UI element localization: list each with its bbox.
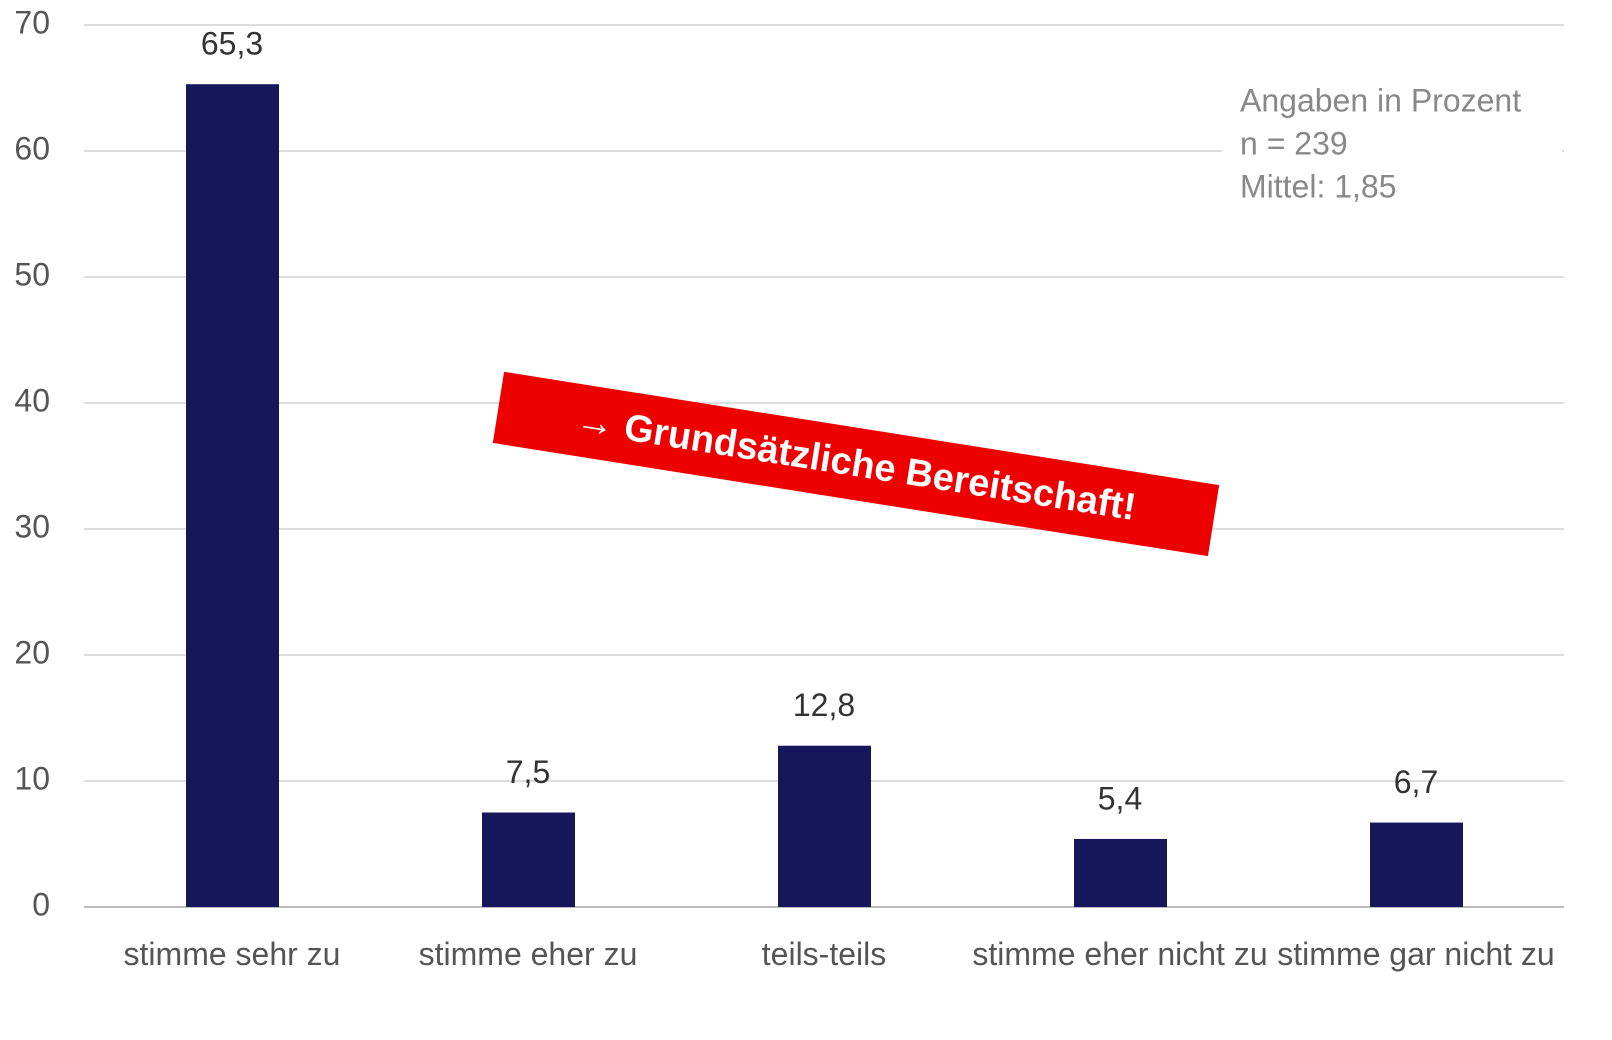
y-tick-label: 60 <box>14 130 50 166</box>
x-tick-label: stimme eher zu <box>418 936 638 972</box>
y-tick-label: 40 <box>14 382 50 418</box>
annotation-bg <box>1222 80 1562 215</box>
bar <box>778 745 871 907</box>
bar <box>482 812 575 907</box>
y-tick-label: 70 <box>14 4 50 40</box>
y-tick-label: 50 <box>14 256 50 292</box>
annotation: n = 239 <box>1240 125 1348 161</box>
bar <box>1370 822 1463 907</box>
y-tick-label: 30 <box>14 508 50 544</box>
y-tick-label: 10 <box>14 760 50 796</box>
value-label: 65,3 <box>201 26 263 62</box>
x-tick-label: stimme sehr zu <box>123 936 341 972</box>
annotation: Angaben in Prozent <box>1240 82 1521 118</box>
value-label: 7,5 <box>506 754 550 790</box>
x-tick-label: stimme gar nicht zu <box>1277 936 1555 972</box>
value-label: 5,4 <box>1098 780 1142 816</box>
y-tick-label: 20 <box>14 634 50 670</box>
annotation: Mittel: 1,85 <box>1240 168 1397 204</box>
x-tick-label: stimme eher nicht zu <box>972 936 1268 972</box>
value-label: 12,8 <box>793 687 855 723</box>
x-tick-label: teils-teils <box>761 936 887 972</box>
callout-bg <box>492 371 1220 557</box>
bar <box>1074 838 1167 907</box>
bar <box>186 84 279 908</box>
value-label: 6,7 <box>1394 764 1438 800</box>
y-tick-label: 0 <box>32 886 50 922</box>
